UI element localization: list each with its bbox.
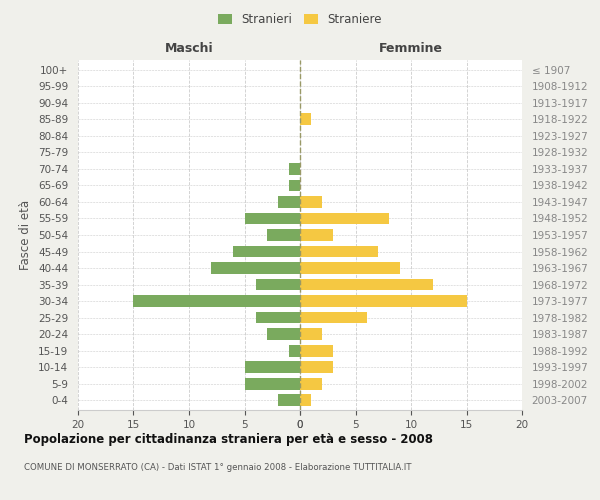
Bar	[266, 229, 300, 241]
Bar	[278, 394, 300, 406]
Bar	[266, 328, 300, 340]
Bar	[300, 361, 334, 373]
Text: Popolazione per cittadinanza straniera per età e sesso - 2008: Popolazione per cittadinanza straniera p…	[24, 432, 433, 446]
Bar	[300, 394, 311, 406]
Bar	[300, 262, 400, 274]
Text: COMUNE DI MONSERRATO (CA) - Dati ISTAT 1° gennaio 2008 - Elaborazione TUTTITALIA: COMUNE DI MONSERRATO (CA) - Dati ISTAT 1…	[24, 463, 412, 472]
Bar	[245, 212, 300, 224]
Bar	[233, 246, 300, 258]
Bar	[133, 295, 300, 307]
Legend: Stranieri, Straniere: Stranieri, Straniere	[213, 8, 387, 31]
Bar	[300, 246, 378, 258]
Bar	[300, 378, 322, 390]
Bar	[256, 312, 300, 324]
Bar	[278, 196, 300, 208]
Bar	[300, 229, 334, 241]
Bar	[289, 163, 300, 175]
Bar	[300, 196, 322, 208]
Y-axis label: Fasce di età: Fasce di età	[19, 200, 32, 270]
Bar	[300, 328, 322, 340]
Bar	[245, 378, 300, 390]
Bar	[300, 312, 367, 324]
Bar	[300, 295, 467, 307]
Title: Maschi: Maschi	[164, 42, 214, 54]
Bar	[211, 262, 300, 274]
Bar	[245, 361, 300, 373]
Bar	[300, 278, 433, 290]
Title: Femmine: Femmine	[379, 42, 443, 54]
Bar	[300, 344, 334, 356]
Bar	[300, 212, 389, 224]
Bar	[289, 180, 300, 192]
Bar	[300, 114, 311, 126]
Bar	[256, 278, 300, 290]
Bar	[289, 344, 300, 356]
